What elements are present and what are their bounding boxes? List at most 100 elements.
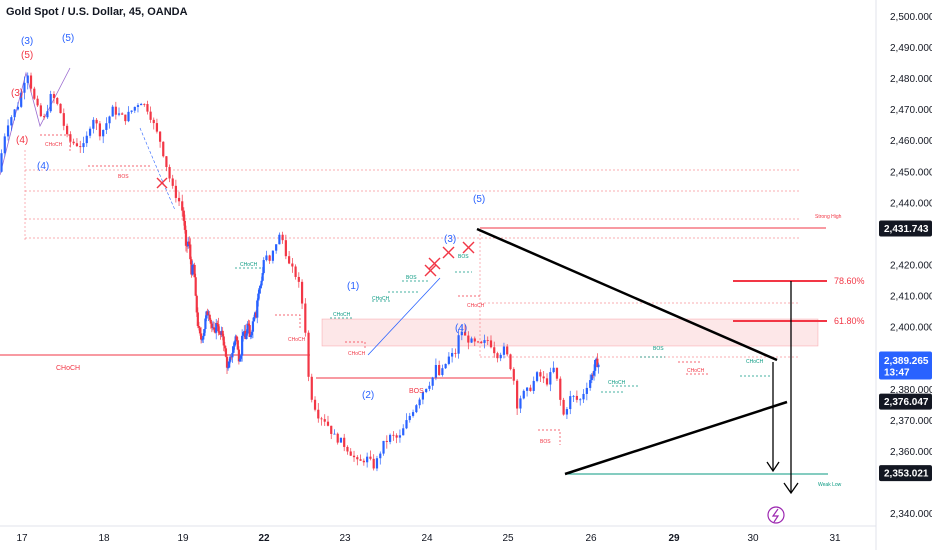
- candle-body: [597, 364, 600, 368]
- bos-label: BOS: [540, 439, 551, 445]
- candle-body: [408, 415, 411, 421]
- candle-body: [237, 349, 240, 362]
- candle-body: [330, 425, 333, 434]
- wave-label: (1): [347, 281, 359, 292]
- candle-body: [506, 346, 509, 355]
- candle-body: [444, 363, 447, 369]
- candle-body: [310, 376, 313, 400]
- candle-body: [418, 399, 421, 406]
- candle-body: [385, 440, 388, 442]
- target-arrow-1: [766, 362, 780, 473]
- candle-body: [155, 123, 159, 132]
- candle-body: [165, 156, 168, 168]
- candle-body: [218, 331, 221, 333]
- candle-body: [52, 94, 56, 99]
- y-tick-label: 2,380.000: [890, 385, 932, 396]
- candle-body: [425, 388, 428, 393]
- candle-body: [483, 340, 486, 343]
- candle-body: [114, 106, 117, 115]
- candle-body: [278, 234, 281, 245]
- price-tag-bg: [879, 465, 932, 482]
- time-axis[interactable]: 17 18 19 22 23 24 25 26 29 30 31: [16, 533, 841, 544]
- candle-body: [183, 220, 186, 230]
- lightning-icon[interactable]: [767, 506, 785, 524]
- candle-body: [275, 244, 278, 251]
- candle-body: [158, 131, 162, 142]
- candle-body: [369, 456, 372, 459]
- candle-body: [454, 352, 457, 354]
- candle-body: [69, 134, 72, 142]
- candle-body: [512, 369, 515, 381]
- candle-body: [232, 346, 235, 353]
- candle-body: [552, 367, 555, 373]
- choch-label: CHoCH: [372, 296, 390, 302]
- candle-body: [0, 153, 3, 172]
- candle-body: [143, 103, 146, 105]
- x-tick-label: 24: [421, 533, 433, 544]
- candle-body: [457, 335, 460, 354]
- candle-body: [359, 459, 362, 461]
- candle-body: [105, 123, 108, 130]
- choch-label: CHoCH: [240, 262, 258, 268]
- candle-body: [59, 103, 62, 114]
- candle-body: [402, 428, 405, 436]
- candle-body: [3, 136, 6, 154]
- price-tag-bg: [879, 393, 932, 410]
- x-tick-label: 19: [177, 533, 189, 544]
- last-price-tag-bg: [879, 351, 932, 380]
- target-arrow-2: [783, 281, 799, 495]
- candle-body: [171, 178, 174, 186]
- candle-body: [242, 332, 245, 336]
- candle-body: [256, 300, 259, 318]
- candle-body: [26, 75, 29, 83]
- candle-body: [542, 376, 545, 379]
- triangle-lower-line: [564, 400, 788, 476]
- candle-body: [252, 317, 256, 322]
- candle-body: [182, 210, 185, 221]
- candle-body: [111, 106, 114, 117]
- choch-label: CHoCH: [45, 142, 63, 148]
- candle-body: [239, 355, 243, 359]
- choch-label: CHoCH: [467, 303, 485, 309]
- candle-body: [199, 333, 203, 340]
- price-axis[interactable]: 2,500.000 2,490.000 2,480.000 2,470.000 2,46…: [890, 12, 932, 520]
- candle-body: [428, 385, 431, 389]
- wave-label: (2): [362, 390, 374, 401]
- candle-body: [193, 264, 196, 278]
- x-tick-label: 31: [829, 533, 841, 544]
- candle-body: [441, 368, 444, 375]
- candle-body: [372, 458, 375, 469]
- candle-body: [20, 92, 23, 107]
- choch-main-label: CHoCH: [56, 365, 80, 372]
- candle-body: [43, 116, 46, 118]
- candle-body: [226, 367, 230, 369]
- candle-body: [250, 331, 253, 336]
- candle-body: [382, 440, 385, 454]
- price-tag-label: 2,353.021: [884, 469, 929, 480]
- bos-label: BOS: [653, 346, 664, 352]
- candle-body: [545, 378, 549, 385]
- candle-body: [88, 128, 92, 136]
- candle-body: [522, 390, 525, 399]
- candle-body: [486, 340, 489, 341]
- candle-body: [72, 141, 75, 144]
- candle-body: [480, 341, 483, 343]
- candle-body: [539, 372, 542, 377]
- candle-body: [133, 106, 136, 111]
- candle-body: [236, 340, 239, 350]
- x-tick-label: 18: [98, 533, 110, 544]
- candle-body: [174, 185, 177, 198]
- candle-body: [532, 380, 535, 391]
- y-tick-label: 2,410.000: [890, 292, 932, 303]
- x-tick-label: 22: [258, 533, 270, 544]
- candle-body: [451, 352, 454, 357]
- candle-body: [222, 336, 225, 346]
- candle-body: [516, 380, 519, 409]
- candle-body: [188, 241, 191, 245]
- candle-body: [224, 348, 228, 357]
- candle-body: [366, 456, 369, 463]
- price-tags: 2,431.743 2,376.047 2,353.021 2,389.26513:4…: [879, 220, 932, 482]
- candle-body: [595, 358, 598, 360]
- y-tick-label: 2,470.000: [890, 105, 932, 116]
